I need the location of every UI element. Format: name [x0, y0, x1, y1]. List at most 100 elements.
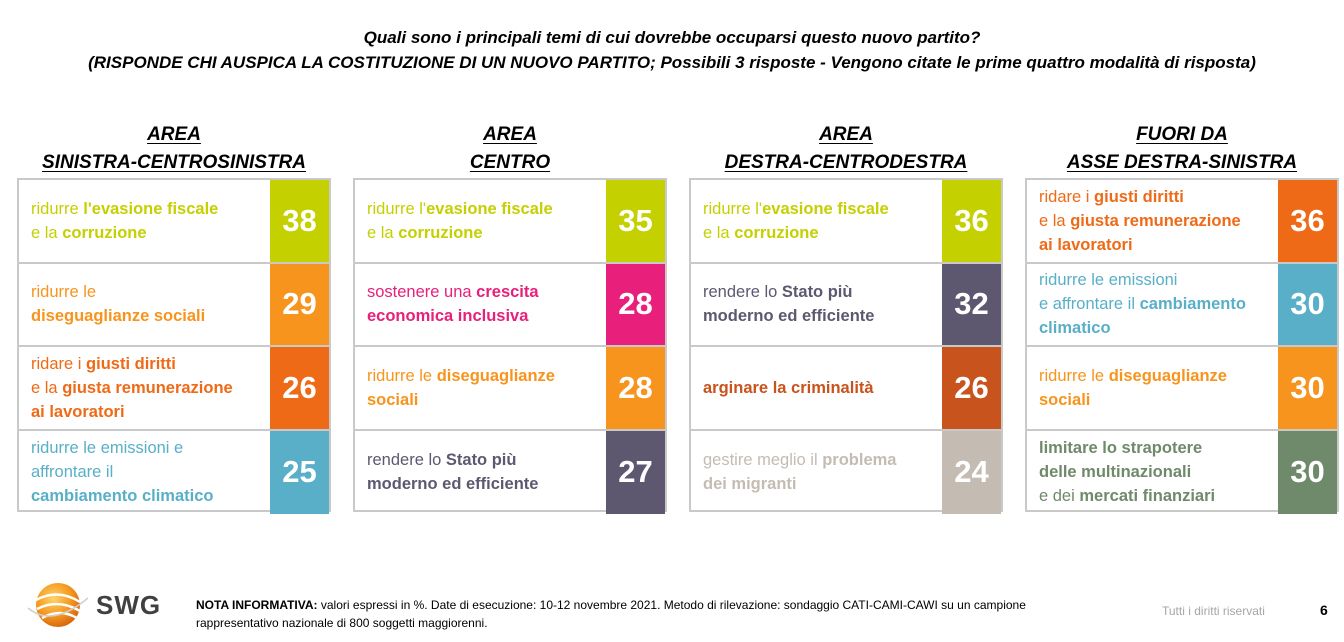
- group-header-line: SINISTRA-CENTROSINISTRA: [42, 152, 306, 173]
- group-header: AREA SINISTRA-CENTROSINISTRA: [15, 121, 333, 177]
- row-label-segment: gestire meglio il: [703, 451, 823, 470]
- footnote-label: NOTA INFORMATIVA:: [196, 598, 318, 612]
- row-label-segment: corruzione: [398, 223, 483, 242]
- value-box: 25: [270, 430, 329, 514]
- value-box: 29: [270, 263, 329, 345]
- row-label-segment: diseguaglianze sociali: [1039, 366, 1227, 409]
- row-label: ridurre le emissioni e affrontare il cam…: [1039, 264, 1284, 346]
- value-box: 36: [1278, 180, 1337, 262]
- row-label-segment: diseguaglianze sociali: [367, 366, 555, 409]
- row-label-segment: e la: [31, 378, 58, 397]
- value-box: 28: [606, 263, 665, 345]
- value-box: 26: [270, 347, 329, 429]
- row-label-segment: crescita economica inclusiva: [367, 283, 539, 326]
- group-header-line: AREA: [819, 124, 873, 145]
- group-table: ridare i giusti diritti e la giusta remu…: [1025, 178, 1339, 515]
- row-label: arginare la criminalità: [703, 347, 948, 429]
- table-row: ridurre le diseguaglianze sociali 29: [19, 263, 329, 347]
- swg-logo-icon: [27, 583, 89, 627]
- row-label-segment: corruzione: [734, 223, 819, 242]
- footnote-text: valori espressi in %. Date di esecuzione…: [196, 598, 1026, 630]
- rights-text: Tutti i diritti riservati: [1162, 604, 1265, 618]
- table-row: limitare lo strapotere delle multinazion…: [1027, 430, 1337, 515]
- group-header-line: ASSE DESTRA-SINISTRA: [1066, 152, 1298, 173]
- row-label: ridurre le diseguaglianze sociali: [1039, 347, 1284, 429]
- value-box: 36: [942, 180, 1001, 262]
- row-label-segment: Stato più moderno ed efficiente: [367, 451, 539, 494]
- table-row: ridurre l'evasione fiscale e la corruzio…: [19, 180, 329, 264]
- row-label-segment: e la: [31, 223, 58, 242]
- value-box: 27: [606, 430, 665, 514]
- row-label: ridurre le emissioni e affrontare il cam…: [31, 431, 276, 515]
- row-label: ridurre l'evasione fiscale e la corruzio…: [703, 180, 948, 262]
- group-header-line: AREA: [147, 124, 201, 145]
- row-label-segment: l'evasione fiscale: [83, 199, 219, 218]
- row-label-segment: ridurre le: [367, 366, 437, 385]
- row-label-segment: ridare i: [31, 354, 87, 373]
- row-label-segment: rendere lo: [367, 451, 446, 470]
- row-label: rendere lo Stato più moderno ed efficien…: [367, 431, 612, 515]
- row-label-segment: e la: [367, 223, 394, 242]
- row-label: ridurre l'evasione fiscale e la corruzio…: [31, 180, 276, 262]
- value-box: 30: [1278, 430, 1337, 514]
- title-question: Quali sono i principali temi di cui dovr…: [363, 28, 981, 47]
- table-row: gestire meglio il problema dei migranti 2…: [691, 430, 1001, 514]
- value-box: 28: [606, 347, 665, 429]
- row-label-segment: giusti diritti: [1094, 187, 1184, 206]
- row-label: rendere lo Stato più moderno ed efficien…: [703, 264, 948, 346]
- value-box: 26: [942, 347, 1001, 429]
- table-row: sostenere una crescita economica inclusi…: [355, 263, 665, 347]
- table-row: ridurre le emissioni e affrontare il cam…: [19, 430, 329, 515]
- value-box: 32: [942, 263, 1001, 345]
- row-label-segment: e la: [1039, 211, 1066, 230]
- chart-title: Quali sono i principali temi di cui dovr…: [0, 25, 1344, 75]
- table-row: rendere lo Stato più moderno ed efficien…: [355, 430, 665, 515]
- table-row: ridare i giusti diritti e la giusta remu…: [19, 347, 329, 431]
- row-label-segment: problema dei migranti: [703, 451, 897, 494]
- group-header: FUORI DA ASSE DESTRA-SINISTRA: [1023, 121, 1341, 177]
- group-header: AREA DESTRA-CENTRODESTRA: [687, 121, 1005, 177]
- row-label-segment: sostenere una: [367, 283, 477, 302]
- group-header: AREA CENTRO: [351, 121, 669, 177]
- value-box: 38: [270, 180, 329, 262]
- table-row: arginare la criminalità 26: [691, 347, 1001, 431]
- title-subtitle: (RISPONDE CHI AUSPICA LA COSTITUZIONE DI…: [88, 53, 1256, 72]
- row-label-segment: ridurre le emissioni e affrontare il: [1039, 271, 1178, 314]
- row-label-segment: Stato più moderno ed efficiente: [703, 283, 875, 326]
- row-label-segment: ridurre le: [1039, 366, 1109, 385]
- value-box: 24: [942, 430, 1001, 514]
- row-label: ridare i giusti diritti e la giusta remu…: [1039, 180, 1284, 262]
- row-label-segment: evasione fiscale: [762, 199, 889, 218]
- row-label-segment: giusti diritti: [86, 354, 176, 373]
- row-label: ridurre le diseguaglianze sociali: [367, 347, 612, 429]
- row-label-segment: evasione fiscale: [426, 199, 553, 218]
- table-row: ridurre le diseguaglianze sociali 28: [355, 347, 665, 431]
- row-label-segment: ridurre l': [703, 199, 763, 218]
- logo-text: SWG: [96, 590, 162, 620]
- row-label-segment: diseguaglianze sociali: [31, 307, 206, 326]
- row-label: ridare i giusti diritti e la giusta remu…: [31, 347, 276, 429]
- row-label: ridurre le diseguaglianze sociali: [31, 264, 276, 346]
- row-label-segment: ridare i: [1039, 187, 1095, 206]
- table-row: ridurre le diseguaglianze sociali 30: [1027, 347, 1337, 431]
- row-label-segment: ridurre l': [367, 199, 427, 218]
- group-table: ridurre l'evasione fiscale e la corruzio…: [17, 178, 331, 515]
- table-row: rendere lo Stato più moderno ed efficien…: [691, 263, 1001, 347]
- table-row: ridurre l'evasione fiscale e la corruzio…: [355, 180, 665, 264]
- row-label: limitare lo strapotere delle multinazion…: [1039, 431, 1284, 515]
- group-header-line: AREA: [483, 124, 537, 145]
- row-label-segment: cambiamento climatico: [1039, 295, 1246, 338]
- row-label-segment: cambiamento climatico: [31, 487, 214, 506]
- table-row: ridare i giusti diritti e la giusta remu…: [1027, 180, 1337, 264]
- row-label-segment: giusta remunerazione ai lavoratori: [31, 378, 233, 421]
- value-box: 35: [606, 180, 665, 262]
- row-label-segment: ridurre: [31, 199, 84, 218]
- row-label-segment: giusta remunerazione ai lavoratori: [1039, 211, 1241, 254]
- group-table: ridurre l'evasione fiscale e la corruzio…: [689, 178, 1003, 514]
- group-header-line: DESTRA-CENTRODESTRA: [724, 152, 968, 173]
- footnote: NOTA INFORMATIVA: valori espressi in %. …: [196, 596, 1076, 632]
- row-label: sostenere una crescita economica inclusi…: [367, 264, 612, 346]
- row-label-segment: ridurre le: [31, 283, 97, 302]
- row-label-segment: arginare la criminalità: [703, 378, 874, 397]
- group-table: ridurre l'evasione fiscale e la corruzio…: [353, 178, 667, 515]
